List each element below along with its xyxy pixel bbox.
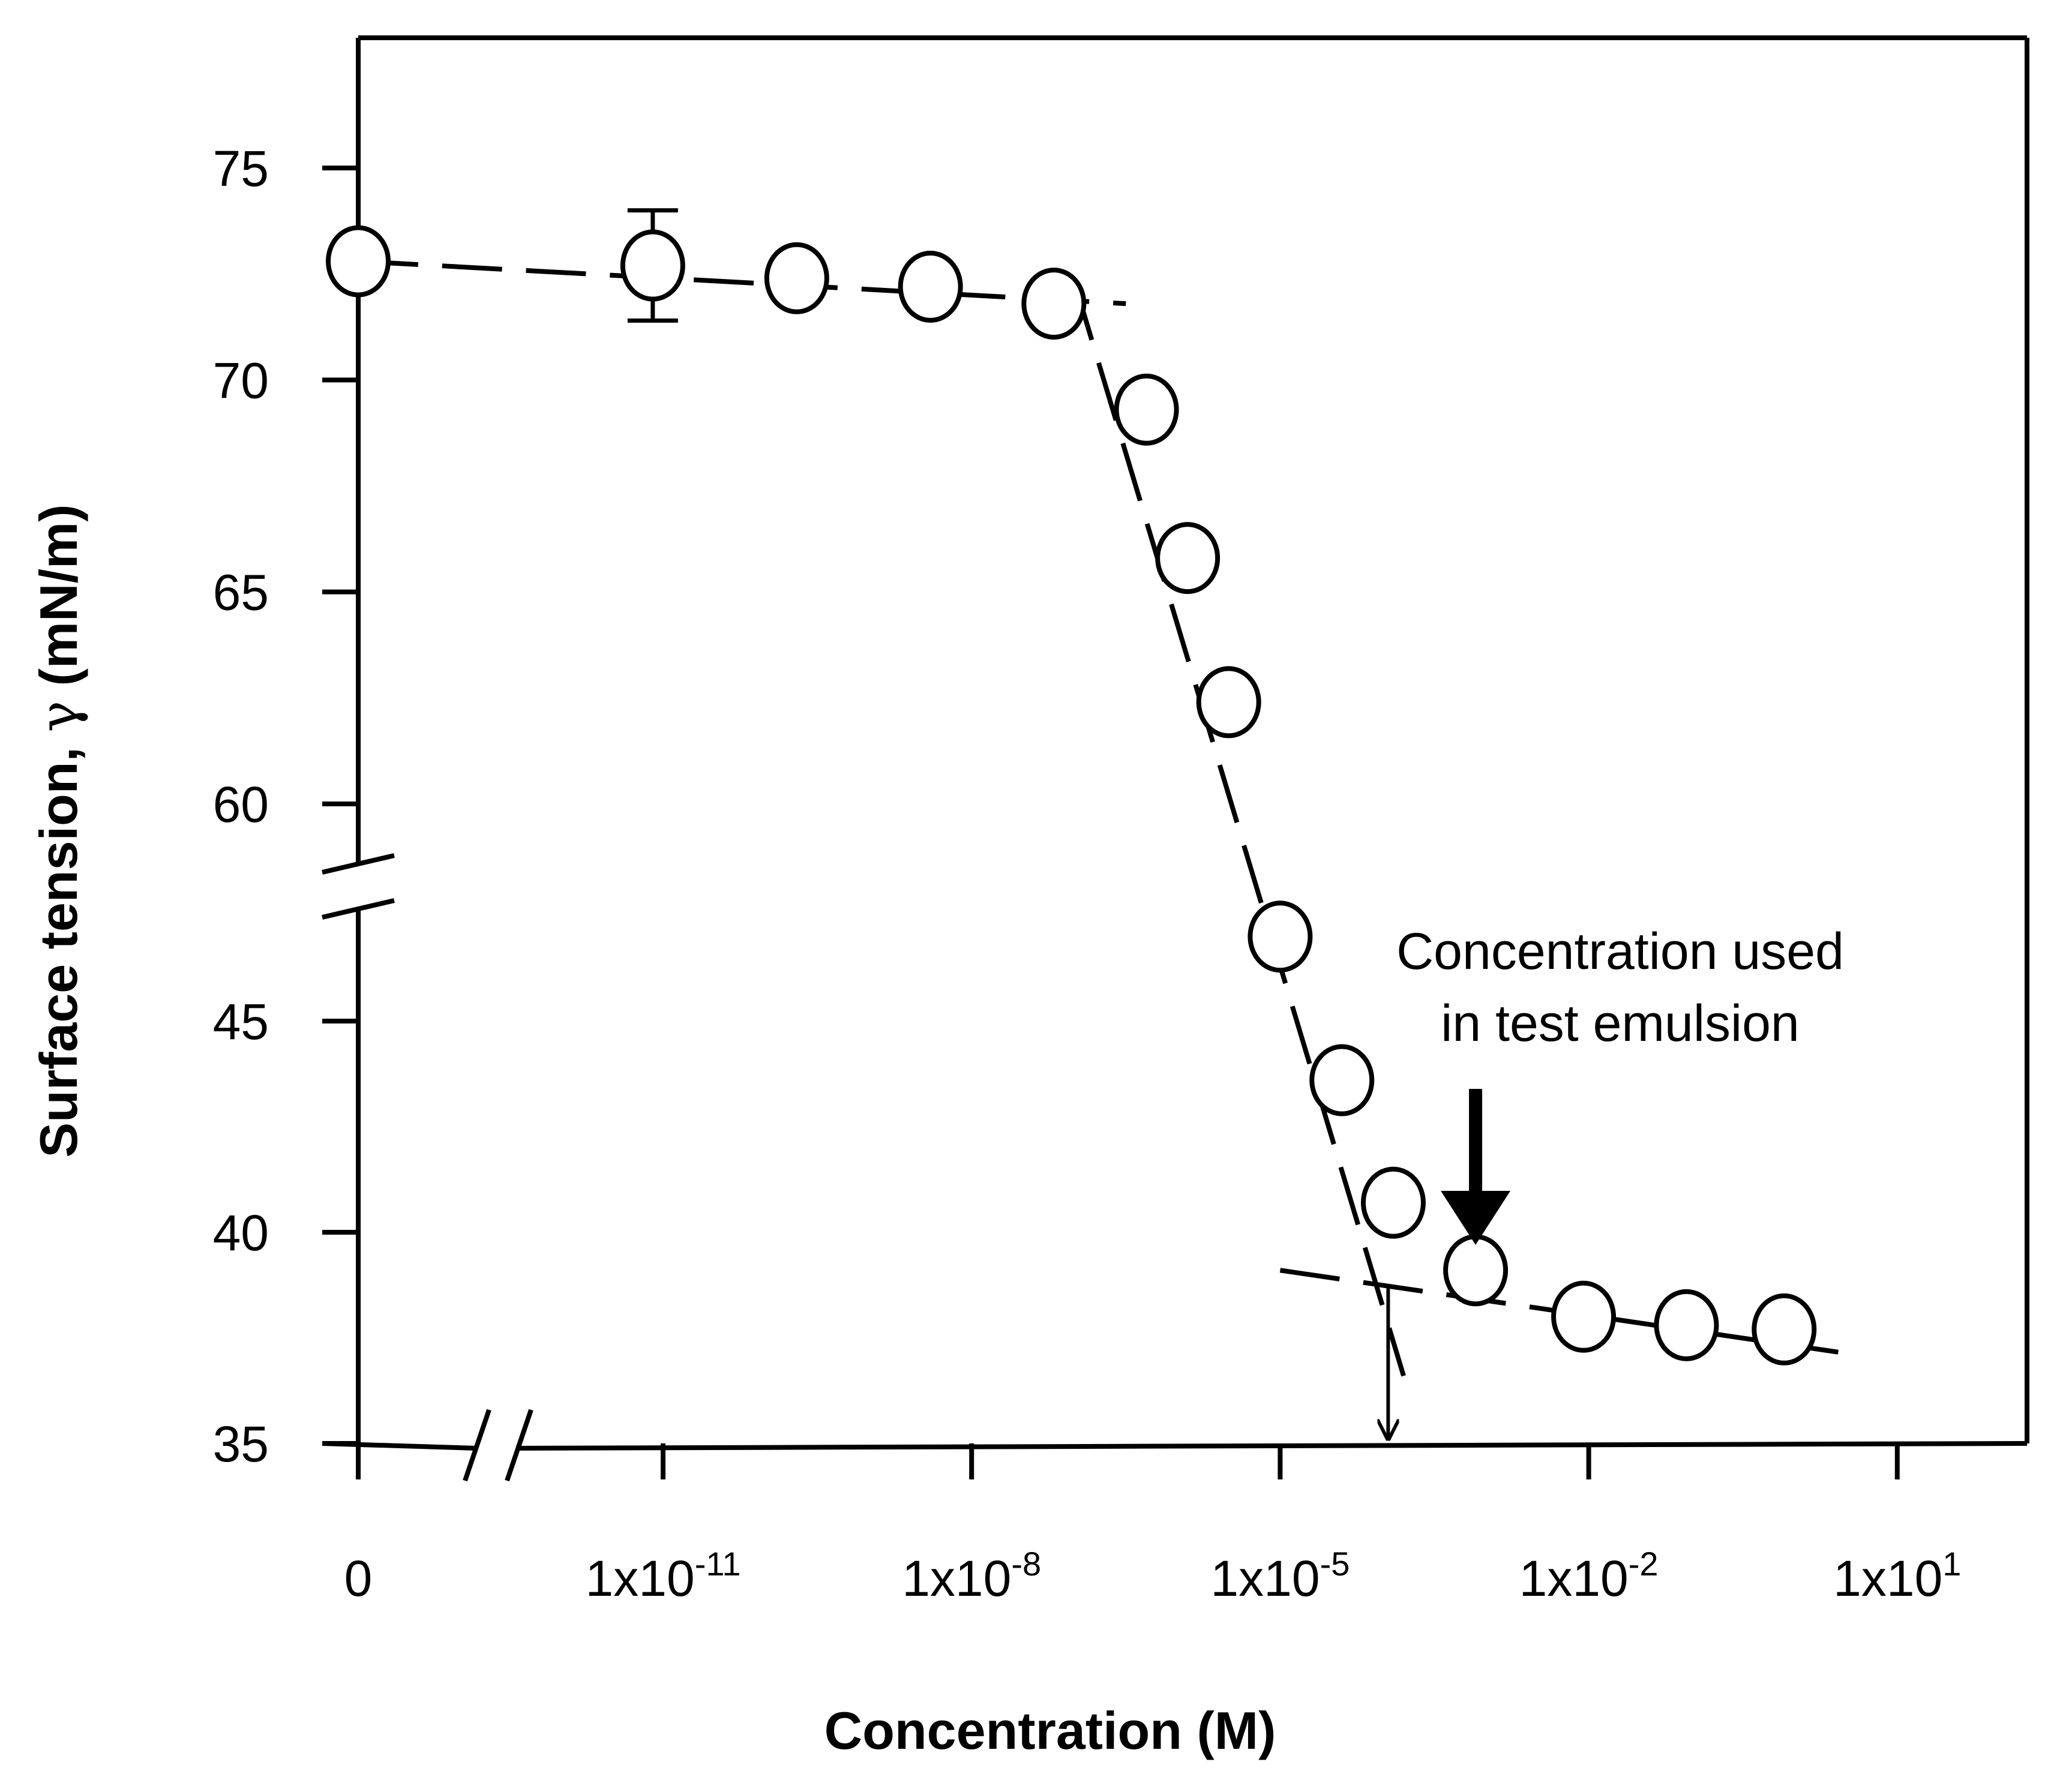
annotation-text: in test emulsion — [1441, 995, 1800, 1052]
data-point — [1196, 666, 1261, 739]
data-point — [620, 229, 685, 302]
y-tick-label: 70 — [213, 352, 269, 409]
data-point — [764, 242, 829, 314]
y-tick-label: 60 — [213, 776, 269, 833]
data-point — [898, 250, 963, 323]
data-point — [1155, 522, 1221, 595]
annotation: Concentration used in test emulsion — [1388, 923, 1844, 1439]
fit-line — [1072, 281, 1406, 1377]
y-tick-label: 75 — [213, 140, 269, 197]
plot-frame — [322, 35, 2029, 1482]
x-break-mark — [505, 1409, 533, 1482]
y-tick-label: 35 — [213, 1416, 269, 1472]
annotation-arrow-head — [1441, 1191, 1511, 1245]
axis-labels: Concentration (M) Surface tension, γ (mN/… — [28, 504, 1276, 1760]
data-point — [1443, 1234, 1509, 1307]
frame-bottom-right — [515, 1441, 2028, 1451]
y-tick-label: 45 — [213, 993, 269, 1050]
y-axis-title: Surface tension, γ (mN/m) — [28, 504, 89, 1157]
y-tick-label: 40 — [213, 1205, 269, 1261]
x-tick-label: 1x10-5 — [1210, 1545, 1350, 1607]
x-tick-label: 1x10-2 — [1519, 1545, 1659, 1607]
data-point — [326, 225, 391, 298]
data-point — [1752, 1293, 1817, 1365]
data-point — [1551, 1280, 1617, 1353]
x-tick-label: 0 — [344, 1550, 373, 1607]
data-point — [1248, 900, 1313, 973]
data-point — [1021, 268, 1087, 340]
x-break-mark — [463, 1409, 491, 1482]
axes: 75 70 65 60 45 40 35 0 1x10-11 1x10-8 1x10-5 1x10-2… — [213, 140, 1962, 1607]
y-tick-label: 65 — [213, 565, 269, 621]
fit-lines — [358, 259, 1857, 1377]
y-break-mark — [322, 853, 395, 875]
annotation-text: Concentration used — [1396, 923, 1844, 980]
x-axis-title: Concentration (M) — [824, 1701, 1276, 1760]
x-tick-label: 1x10-11 — [586, 1545, 741, 1607]
x-tick-label: 1x10-8 — [902, 1545, 1041, 1607]
data-point — [1654, 1289, 1719, 1361]
y-break-mark — [322, 898, 395, 920]
data-point — [1360, 1166, 1426, 1239]
data-point — [1114, 373, 1179, 446]
x-tick-label: 1x101 — [1833, 1545, 1961, 1607]
data-point — [1309, 1044, 1375, 1116]
data-points — [326, 208, 1817, 1365]
fit-line — [358, 259, 1126, 307]
